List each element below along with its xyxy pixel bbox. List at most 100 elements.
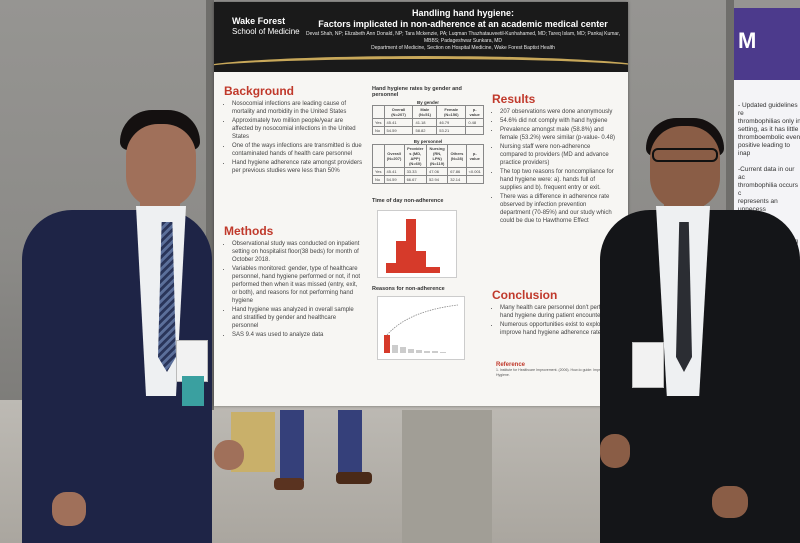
chart-bar: [406, 219, 416, 273]
chart-bar: [400, 347, 406, 353]
conclusion-section: Conclusion Many health care personnel do…: [492, 288, 618, 338]
affiliation: Department of Medicine, Section on Hospi…: [371, 45, 555, 51]
chart-area: [377, 210, 457, 278]
neighbor-poster-line: represents an unnecess: [738, 198, 778, 213]
person-hand: [214, 440, 244, 470]
background-section: Background Nosocomial infections are lea…: [224, 84, 364, 176]
list-item: 207 observations were done anonymously: [500, 108, 618, 116]
methods-heading: Methods: [224, 224, 274, 238]
pareto-chart: [384, 304, 459, 353]
table-group-label: By gender: [416, 100, 439, 105]
table-header-cell: [372, 144, 385, 168]
poster-header: Wake Forest School of Medicine Handling …: [214, 2, 628, 72]
person-hand: [52, 492, 86, 526]
list-item: Nursing staff were non-adherence compare…: [500, 143, 618, 167]
title-line-1: Handling hand hygiene:: [411, 8, 514, 18]
reasons-chart: Reasons for non-adherence: [372, 286, 484, 360]
table-cell: 47.06: [425, 167, 449, 176]
logo-line-2: School of Medicine: [232, 27, 300, 36]
table-cell: 32.14: [447, 175, 467, 184]
chart-bar: [432, 351, 438, 353]
table-header-cell: p-value: [465, 105, 484, 119]
conclusion-heading: Conclusion: [492, 288, 558, 302]
list-item: Approximately two million people/year ar…: [232, 117, 364, 141]
shoe: [274, 478, 304, 490]
table-header-cell: [372, 105, 385, 119]
tables-section: Hand hygiene rates by gender and personn…: [372, 86, 485, 184]
chart-bar: [424, 351, 430, 353]
table-cell: 54.59: [383, 175, 405, 184]
chart-bar: [426, 267, 440, 273]
cumulative-line: [386, 304, 459, 336]
chart-bar: [396, 241, 406, 273]
poster-title: Handling hand hygiene: Factors implicate…: [304, 8, 622, 30]
table-header-cell: Others (N=28): [447, 144, 467, 168]
panel-divider: [726, 0, 734, 410]
background-list: Nosocomial infections are leading cause …: [224, 100, 364, 175]
bystander-leg: [280, 410, 304, 480]
table-cell: No: [372, 175, 385, 184]
neighbor-poster-line: positive leading to inap: [738, 142, 791, 157]
poster-authors: Devat Shah, NP; Elizabeth Ann Donald, NP…: [304, 31, 622, 52]
neighbor-poster-line: thromboembolic event: [738, 134, 800, 141]
chart-title: Time of day non-adherence: [372, 198, 444, 204]
table-cell: [465, 175, 485, 184]
table-cell: 53.21: [436, 126, 467, 135]
neighbor-poster-line: thrombophilias only in: [738, 118, 800, 125]
eyeglasses: [652, 148, 718, 162]
school-logo: Wake Forest School of Medicine: [232, 16, 300, 37]
table-group-label: By personnel: [413, 139, 443, 144]
list-item: Numerous opportunities exist to explore …: [500, 321, 618, 337]
title-line-2: Factors implicated in non-adherence at a…: [318, 19, 608, 29]
name-badge: [176, 340, 208, 382]
list-item: Hand hygiene was analyzed in overall sam…: [232, 306, 364, 330]
neighbor-poster-line: [738, 158, 800, 166]
list-item: There was a difference in adherence rate…: [500, 193, 618, 225]
chart-bar: [416, 350, 422, 353]
table-header-cell: Overall (N=207): [383, 105, 414, 119]
person-hand: [600, 434, 630, 468]
table-cell: 58.82: [412, 126, 438, 135]
research-poster: Wake Forest School of Medicine Handling …: [214, 2, 628, 406]
author-list: Devat Shah, NP; Elizabeth Ann Donald, NP…: [306, 31, 620, 44]
reference-heading: Reference: [496, 362, 526, 368]
table-header-cell: Female (N=156): [436, 105, 467, 119]
header-swoosh: [214, 56, 628, 83]
list-item: Hand hygiene adherence rate amongst prov…: [232, 159, 364, 175]
table-cell: No: [372, 126, 385, 135]
results-list: 207 observations were done anonymously 5…: [492, 108, 618, 225]
table-title: Hand hygiene rates by gender and personn…: [372, 86, 462, 98]
badge-ribbon: [182, 376, 204, 406]
table-cell: <0.001: [465, 167, 485, 176]
table-cell: 0.48: [465, 118, 484, 127]
table-cell: 46.79: [436, 118, 467, 127]
logo-line-1: Wake Forest: [232, 16, 286, 26]
chart-bar: [392, 345, 398, 353]
neighbor-logo: M: [738, 28, 757, 53]
shoe: [336, 472, 372, 484]
gender-table: Overall (N=207) Male (N=51) Female (N=156)…: [372, 105, 484, 135]
personnel-table: Overall (N=207) Provider s (MD, APP) (N=6…: [372, 144, 485, 184]
chart-bar: [386, 263, 396, 273]
reference-section: Reference 1. Institute for Healthcare Im…: [496, 362, 618, 378]
reference-text: 1. Institute for Healthcare Improvement.…: [496, 368, 618, 377]
table-cell: 66.67: [403, 175, 427, 184]
methods-section: Methods Observational study was conducte…: [224, 224, 364, 340]
neighbor-poster-header: M: [734, 8, 800, 80]
person-tie: [676, 222, 692, 372]
table-cell: 52.94: [425, 175, 449, 184]
chart-area: [377, 296, 465, 360]
table-cell: 45.41: [383, 167, 405, 176]
list-item: One of the ways infections are transmitt…: [232, 142, 364, 158]
chart-bar: [440, 352, 446, 353]
list-item: Observational study was conducted on inp…: [232, 240, 364, 264]
table-header-cell: p-value: [465, 144, 485, 168]
neighbor-poster-line: - Updated guidelines re: [738, 102, 798, 117]
methods-list: Observational study was conducted on inp…: [224, 240, 364, 339]
table-row: Yes 45.41 33.33 47.06 67.86 <0.001: [372, 167, 485, 176]
results-heading: Results: [492, 92, 536, 106]
list-item: Many health care personnel don't perform…: [500, 304, 618, 320]
table-row: No 54.59 58.82 53.21: [372, 126, 484, 135]
table-cell: 54.59: [383, 126, 414, 135]
person-face: [126, 124, 196, 208]
